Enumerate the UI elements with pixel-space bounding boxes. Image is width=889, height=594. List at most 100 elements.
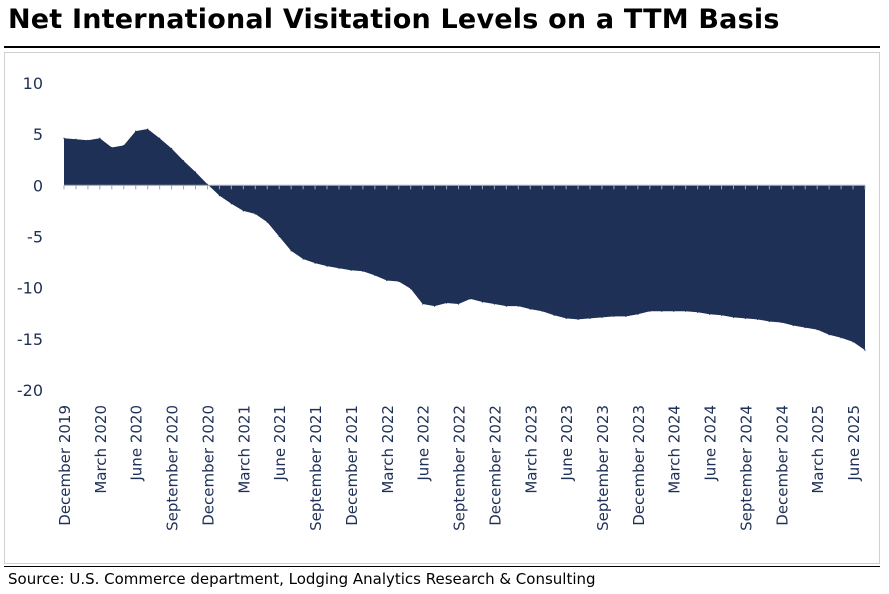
x-tick-label: June 2021 xyxy=(271,405,289,482)
y-tick-label: 10 xyxy=(23,74,43,93)
x-tick-label: September 2023 xyxy=(594,405,612,531)
data-point xyxy=(685,310,687,312)
x-tick-label: September 2021 xyxy=(307,405,325,531)
data-point xyxy=(338,267,340,269)
x-tick-label: December 2019 xyxy=(56,405,74,526)
data-point xyxy=(123,144,125,147)
data-point xyxy=(541,310,543,312)
source-divider xyxy=(4,566,880,567)
x-tick-label: December 2022 xyxy=(486,405,504,526)
x-tick-label: March 2022 xyxy=(379,405,397,494)
x-tick-label: June 2023 xyxy=(558,405,576,482)
y-tick-label: 5 xyxy=(33,125,43,144)
data-point xyxy=(182,160,185,162)
data-point xyxy=(350,269,352,271)
data-point xyxy=(266,221,268,223)
data-point xyxy=(87,139,89,141)
data-point xyxy=(410,288,412,290)
data-point xyxy=(505,305,507,307)
data-point xyxy=(577,318,579,320)
data-point xyxy=(218,194,221,197)
data-point xyxy=(780,321,782,324)
data-point xyxy=(852,341,854,343)
series-area xyxy=(64,129,865,351)
data-point xyxy=(445,302,448,304)
data-point xyxy=(194,171,197,173)
data-point xyxy=(744,317,747,319)
data-point xyxy=(230,203,232,205)
chart-title: Net International Visitation Levels on a… xyxy=(8,4,780,35)
x-tick-label: June 2024 xyxy=(702,405,720,482)
data-point xyxy=(314,262,316,264)
data-point xyxy=(792,324,794,327)
area-layer xyxy=(63,128,866,351)
data-point xyxy=(326,265,328,267)
x-tick-label: March 2020 xyxy=(92,405,110,494)
x-tick-label: March 2025 xyxy=(809,405,827,494)
data-point xyxy=(589,317,591,319)
data-point xyxy=(278,235,280,238)
area-chart: 10 5 0 -5 -10 -15 -20 December 2019 March 2020 J… xyxy=(17,74,866,531)
y-tick-label: -15 xyxy=(17,330,43,349)
data-point xyxy=(111,146,113,149)
data-point xyxy=(422,303,424,305)
data-point xyxy=(386,279,388,282)
data-point xyxy=(290,250,292,252)
data-point xyxy=(206,183,209,185)
data-point xyxy=(816,329,818,331)
data-point xyxy=(732,316,735,318)
x-tick-label: March 2024 xyxy=(666,405,684,494)
x-tick-label: June 2020 xyxy=(128,405,146,482)
data-point xyxy=(613,315,615,317)
data-point xyxy=(720,314,723,316)
x-tick-label: September 2022 xyxy=(451,405,469,531)
x-tick-label: December 2023 xyxy=(630,405,648,526)
data-point xyxy=(374,274,376,276)
y-tick-label: 0 xyxy=(33,176,43,195)
data-point xyxy=(661,310,663,312)
data-point xyxy=(481,301,484,303)
y-tick-label: -20 xyxy=(17,381,43,400)
data-point xyxy=(242,210,244,212)
data-point xyxy=(708,313,711,315)
data-point xyxy=(840,337,842,339)
zero-line-layer xyxy=(63,184,866,190)
data-point xyxy=(625,315,627,317)
x-axis: December 2019 March 2020 June 2020 Septembe… xyxy=(56,405,863,531)
data-point xyxy=(517,305,519,307)
x-tick-label: September 2024 xyxy=(737,405,755,531)
x-tick-label: December 2024 xyxy=(773,405,791,526)
data-point xyxy=(135,130,137,132)
x-tick-label: June 2022 xyxy=(415,405,433,482)
data-point xyxy=(649,310,651,312)
title-divider xyxy=(4,46,880,48)
data-point xyxy=(147,128,149,130)
data-point xyxy=(434,305,436,307)
x-tick-label: March 2021 xyxy=(235,405,253,494)
y-axis: 10 5 0 -5 -10 -15 -20 xyxy=(17,74,43,400)
x-tick-label: December 2021 xyxy=(343,405,361,526)
y-tick-label: -5 xyxy=(27,228,43,247)
data-point xyxy=(75,138,77,140)
data-point xyxy=(63,137,65,139)
source-note: Source: U.S. Commerce department, Lodgin… xyxy=(8,570,596,588)
x-tick-label: March 2023 xyxy=(522,405,540,494)
data-point xyxy=(362,270,364,272)
chart-frame: 10 5 0 -5 -10 -15 -20 December 2019 March 2020 J… xyxy=(4,52,880,564)
data-point xyxy=(99,137,101,139)
data-point xyxy=(469,298,472,300)
data-point xyxy=(637,313,639,315)
data-point xyxy=(768,320,770,323)
data-point xyxy=(601,316,603,318)
x-tick-label: June 2025 xyxy=(845,405,863,482)
data-point xyxy=(673,310,675,312)
data-point xyxy=(804,326,806,329)
x-tick-label: September 2020 xyxy=(164,405,182,531)
data-point xyxy=(565,317,567,319)
data-point xyxy=(529,308,531,310)
data-point xyxy=(493,303,495,305)
data-point xyxy=(697,311,699,313)
data-point xyxy=(864,349,866,351)
data-point xyxy=(159,137,161,139)
data-point xyxy=(457,303,460,305)
